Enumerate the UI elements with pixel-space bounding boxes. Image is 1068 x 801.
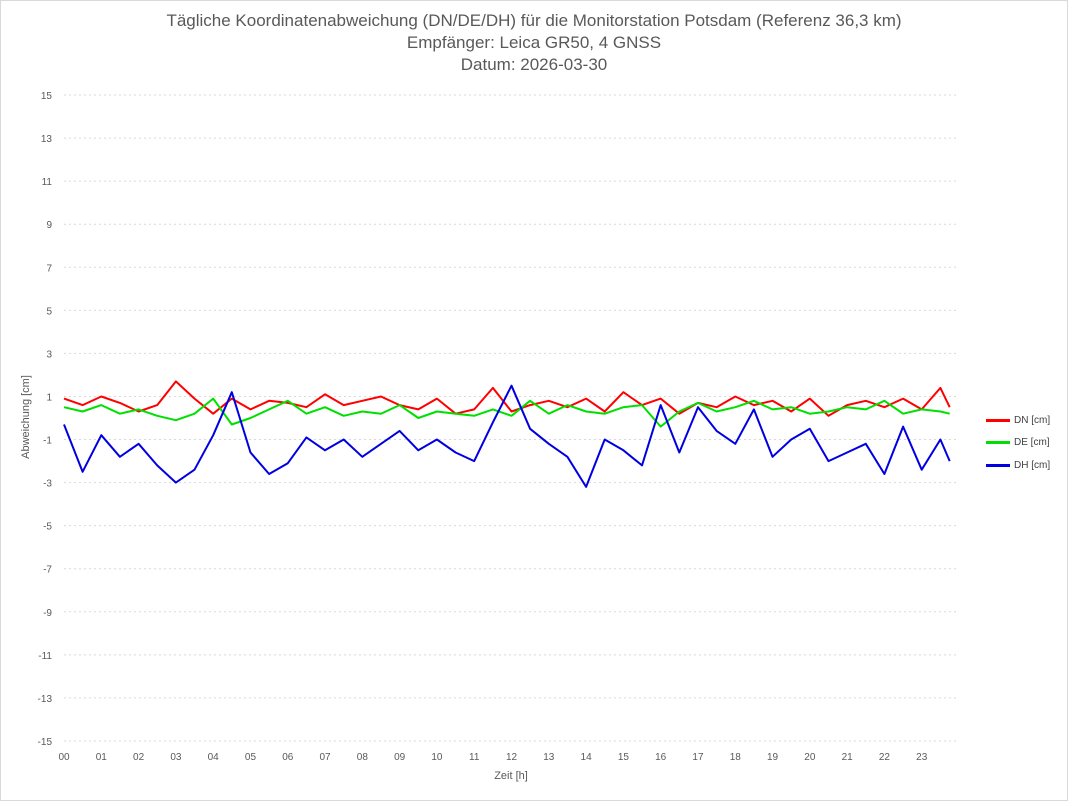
x-tick-label: 10 [431, 752, 443, 763]
x-tick-label: 05 [245, 752, 257, 763]
legend-label-de: DE [cm] [1014, 437, 1050, 449]
y-tick-label: -15 [38, 737, 53, 748]
x-tick-label: 17 [692, 752, 704, 763]
y-tick-label: 13 [41, 134, 53, 145]
legend-swatch-dh [986, 463, 1010, 467]
legend-label-dh: DH [cm] [1014, 459, 1051, 471]
y-tick-label: 7 [46, 263, 52, 274]
y-tick-label: 11 [42, 177, 53, 188]
chart-legend: DN [cm] DE [cm] DH [cm] [986, 409, 1066, 477]
y-axis-ticks: 15 13 11 9 7 5 3 1 -1 -3 -5 -7 -9 -11 -13 -15 [38, 91, 53, 748]
series-lines [63, 380, 951, 488]
chart-subtitle: Empfänger: Leica GR50, 4 GNSS [406, 33, 662, 52]
series-line-0 [63, 380, 951, 417]
x-tick-label: 09 [394, 752, 406, 763]
y-tick-label: 15 [41, 91, 53, 102]
y-tick-label: -9 [43, 608, 52, 619]
legend-item-de: DE [cm] [986, 432, 1066, 455]
legend-item-dn: DN [cm] [986, 409, 1066, 432]
x-tick-label: 23 [916, 752, 928, 763]
y-axis-label: Abweichung [cm] [20, 375, 32, 459]
chart-title: Tägliche Koordinatenabweichung (DN/DE/DH… [166, 11, 902, 30]
chart-date: Datum: 2026-03-30 [460, 55, 608, 74]
y-tick-label: -11 [38, 651, 52, 662]
x-tick-label: 18 [730, 752, 742, 763]
grid-lines [64, 94, 959, 742]
x-tick-label: 15 [618, 752, 630, 763]
y-tick-label: -3 [43, 479, 52, 490]
x-tick-label: 11 [469, 752, 480, 763]
x-tick-label: 14 [581, 752, 593, 763]
x-tick-label: 20 [804, 752, 816, 763]
y-tick-label: -13 [38, 694, 53, 705]
y-tick-label: 3 [46, 349, 52, 360]
x-tick-label: 00 [58, 752, 70, 763]
x-tick-label: 02 [133, 752, 145, 763]
series-line-2 [63, 384, 951, 488]
y-tick-label: -7 [43, 565, 52, 576]
x-tick-label: 04 [208, 752, 220, 763]
series-line-1 [63, 397, 950, 428]
y-tick-label: -5 [43, 522, 52, 533]
x-tick-label: 03 [170, 752, 182, 763]
x-tick-label: 12 [506, 752, 518, 763]
x-tick-label: 01 [96, 752, 108, 763]
chart-title-block: Tägliche Koordinatenabweichung (DN/DE/DH… [0, 10, 1068, 76]
y-tick-label: 9 [46, 220, 52, 231]
y-tick-label: -1 [43, 436, 52, 447]
x-tick-label: 07 [319, 752, 331, 763]
x-tick-label: 22 [879, 752, 891, 763]
x-axis-ticks: 00 01 02 03 04 05 06 07 08 09 10 11 12 13 14 15 16 17 18 19… [58, 752, 927, 763]
legend-swatch-de [986, 441, 1010, 445]
x-tick-label: 08 [357, 752, 369, 763]
x-tick-label: 19 [767, 752, 779, 763]
x-tick-label: 06 [282, 752, 294, 763]
x-tick-label: 16 [655, 752, 667, 763]
y-tick-label: 5 [46, 306, 52, 317]
legend-swatch-dn [986, 418, 1010, 422]
y-tick-label: 1 [46, 392, 52, 403]
legend-item-dh: DH [cm] [986, 454, 1066, 477]
x-tick-label: 21 [842, 752, 854, 763]
x-tick-label: 13 [543, 752, 555, 763]
x-axis-label: Zeit [h] [494, 770, 528, 782]
legend-label-dn: DN [cm] [1014, 414, 1051, 426]
